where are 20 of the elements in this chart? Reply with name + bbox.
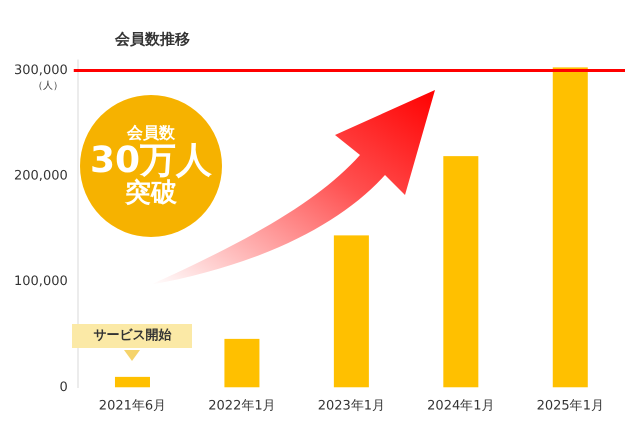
x-tick-label: 2023年1月 — [318, 398, 386, 414]
annotation: 突破 — [125, 178, 177, 208]
x-tick-label: 2025年1月 — [536, 398, 604, 414]
bar — [224, 338, 260, 388]
bar — [114, 376, 150, 388]
x-tick-label: 2022年1月 — [208, 398, 276, 414]
callout-box: サービス開始 — [72, 324, 192, 348]
chart-title: 会員数推移 — [115, 30, 190, 49]
x-tick-label: 2024年1月 — [427, 398, 495, 414]
bar — [552, 67, 588, 388]
y-tick-label: 200,000 — [14, 168, 68, 184]
annotation: 会員数 — [127, 123, 175, 142]
bar — [334, 235, 369, 388]
circle-badge: 会員数 30万人 突破 — [80, 95, 222, 237]
y-tick-label: 300,000 — [14, 62, 68, 78]
bar — [443, 156, 478, 388]
y-tick-label: 100,000 — [14, 274, 68, 290]
x-tick-label: 2021年6月 — [98, 398, 166, 414]
y-tick-label: 0 — [59, 380, 68, 395]
y-axis-title: （人） — [32, 80, 63, 92]
